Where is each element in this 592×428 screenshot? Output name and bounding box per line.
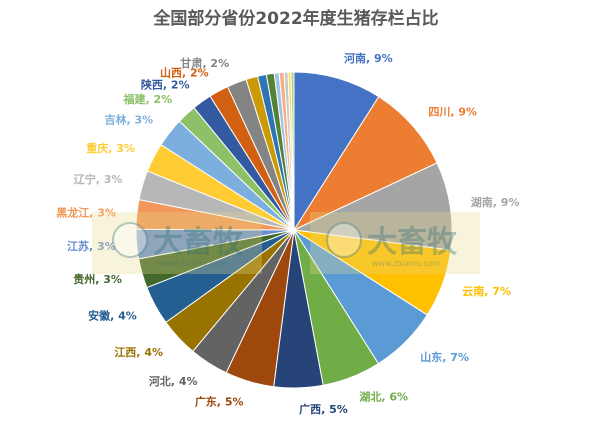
watermark-band-left — [92, 212, 262, 274]
pie-label-广东: 广东, 5% — [195, 395, 244, 409]
pie-label-湖南: 湖南, 9% — [471, 195, 520, 209]
pie-slices — [135, 71, 453, 389]
pie-label-甘肃: 甘肃, 2% — [180, 56, 229, 70]
chart-title: 全国部分省份2022年度生猪存栏占比 — [152, 8, 438, 29]
pie-label-贵州: 贵州, 3% — [73, 272, 122, 286]
pie-label-山西: 山西, 2% — [160, 66, 209, 80]
pie-slice-河南 — [293, 71, 380, 232]
pie-label-山东: 山东, 7% — [420, 350, 469, 364]
watermark-url-left: www.dxumu.com — [158, 259, 227, 268]
pie-slice-28 — [290, 71, 295, 231]
watermark: 大畜牧 大畜牧 www.dxumu.com www.dxumu.com — [92, 212, 480, 274]
watermark-brand-right: 大畜牧 — [367, 225, 458, 260]
pie-label-吉林: 吉林, 3% — [105, 113, 154, 127]
watermark-brand-left: 大畜牧 — [153, 225, 244, 260]
pie-label-河南: 河南, 9% — [344, 51, 393, 65]
watermark-logo-right — [326, 222, 362, 258]
pie-slice-湖南 — [292, 162, 453, 251]
pie-label-安徽: 安徽, 4% — [88, 309, 137, 323]
watermark-band-right — [310, 212, 480, 274]
pie-label-广西: 广西, 5% — [299, 402, 348, 416]
pie-label-黑龙江: 黑龙江, 3% — [56, 205, 116, 219]
pie-slice-四川 — [292, 95, 438, 232]
pie-label-四川: 四川, 9% — [428, 106, 477, 119]
pie-label-福建: 福建, 2% — [123, 92, 173, 106]
pie-label-湖北: 湖北, 6% — [359, 390, 408, 404]
watermark-logo-left — [112, 222, 148, 258]
pie-label-陕西: 陕西, 2% — [141, 78, 190, 92]
pie-label-云南: 云南, 7% — [462, 284, 511, 298]
pie-label-重庆: 重庆, 3% — [86, 141, 135, 155]
pie-label-河北: 河北, 4% — [149, 374, 198, 388]
pie-label-江西: 江西, 4% — [114, 345, 163, 359]
watermark-url-right: www.dxumu.com — [372, 259, 441, 268]
pie-labels: 河南, 9% 四川, 9% 湖南, 9% 云南, 7% 山东, 7% 湖北, 6% 广西, … — [56, 51, 519, 416]
pie-label-江苏: 江苏, 3% — [67, 239, 116, 253]
pie-label-辽宁: 辽宁, 3% — [74, 172, 123, 186]
